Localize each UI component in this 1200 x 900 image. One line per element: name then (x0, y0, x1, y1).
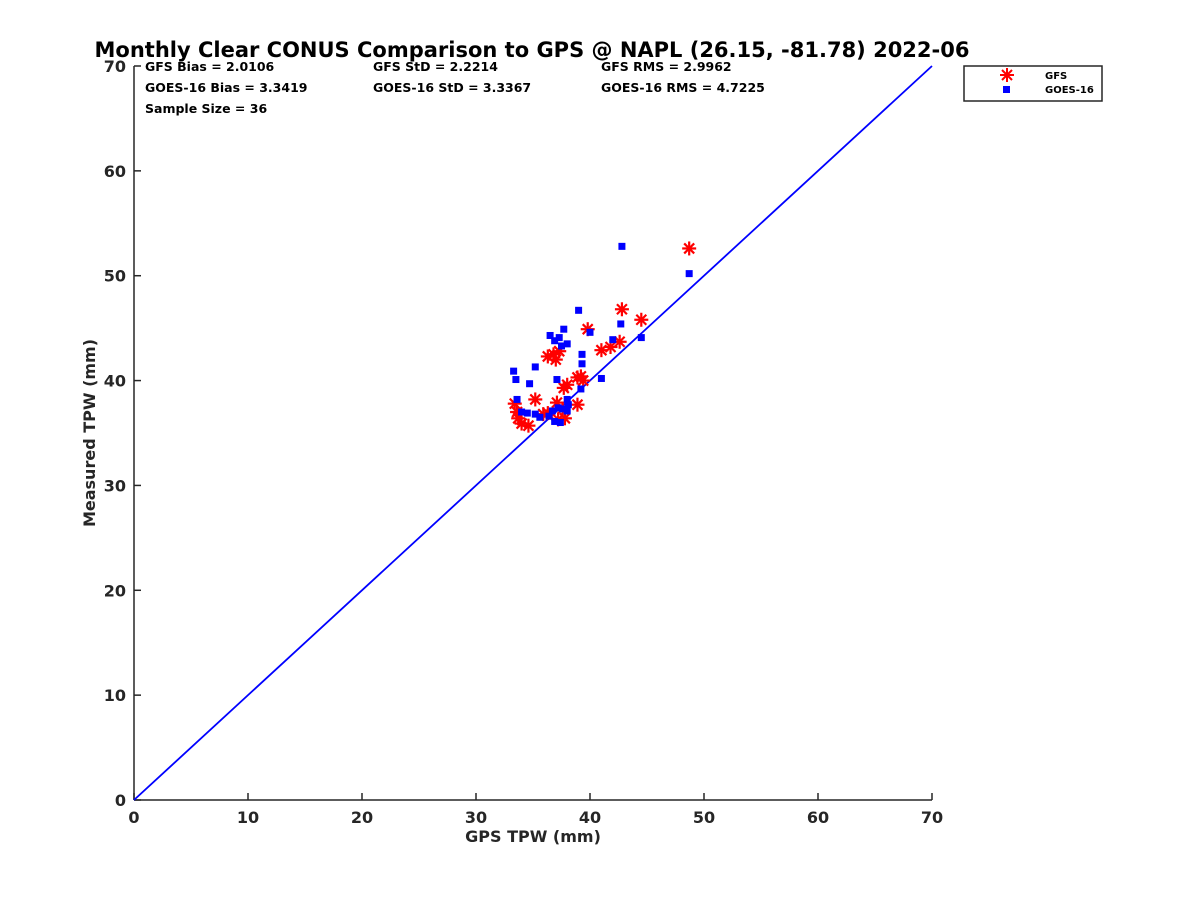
goes16-point (586, 328, 594, 336)
goes16-point (563, 340, 571, 348)
x-tick-label: 20 (351, 808, 373, 827)
data-points (507, 241, 697, 433)
x-tick-label: 70 (921, 808, 943, 827)
legend-label-gfs: GFS (1045, 71, 1067, 82)
goes16-point (551, 337, 559, 345)
x-tick-label: 30 (465, 808, 487, 827)
y-tick-label: 30 (104, 476, 126, 495)
goes16-point (564, 401, 572, 409)
goes16-point (513, 395, 521, 403)
chart-title: Monthly Clear CONUS Comparison to GPS @ … (95, 38, 970, 62)
goes16-point (553, 376, 561, 384)
y-tick-label: 10 (104, 686, 126, 705)
stat-gfs-rms: GFS RMS = 2.9962 (601, 59, 732, 74)
y-tick-label: 20 (104, 581, 126, 600)
goes16-point (609, 336, 617, 344)
goes16-point (551, 417, 559, 425)
goes16-point (546, 331, 554, 339)
goes16-point (578, 350, 586, 358)
stat-goes-rms: GOES-16 RMS = 4.7225 (601, 80, 765, 95)
goes16-point (577, 385, 585, 393)
stat-goes-std: GOES-16 StD = 3.3367 (373, 80, 531, 95)
legend-gfs-asterisk-icon (1000, 68, 1014, 82)
y-axis-label: Measured TPW (mm) (80, 339, 99, 527)
goes16-point (560, 325, 568, 333)
gfs-point (556, 380, 571, 395)
goes16-point (523, 409, 531, 417)
goes16-point (559, 405, 567, 413)
legend-box (963, 65, 1103, 102)
axis-ticks: 0 10 20 30 40 50 60 70 0 10 20 30 40 50 60 70 (104, 57, 943, 827)
gfs-point (634, 312, 649, 327)
goes16-point (531, 410, 539, 418)
gfs-point (682, 241, 697, 256)
goes16-point (575, 306, 583, 314)
x-tick-label: 40 (579, 808, 601, 827)
x-tick-label: 50 (693, 808, 715, 827)
y-tick-label: 60 (104, 162, 126, 181)
x-axis-label: GPS TPW (mm) (465, 827, 601, 846)
goes16-point (563, 407, 571, 415)
reference-line-group (133, 65, 933, 801)
goes16-point (536, 413, 544, 421)
x-tick-label: 60 (807, 808, 829, 827)
goes16-point (531, 363, 539, 371)
goes16-point (617, 320, 625, 328)
y-tick-label: 50 (104, 267, 126, 286)
goes16-point (518, 408, 526, 416)
goes16-point (548, 407, 556, 415)
goes16-point (578, 360, 586, 368)
stat-goes-bias: GOES-16 Bias = 3.3419 (145, 80, 307, 95)
legend-label-goes: GOES-16 (1045, 85, 1094, 96)
one-to-one-line (133, 65, 933, 801)
goes16-point (526, 380, 534, 388)
gfs-point (570, 370, 585, 385)
x-tick-label: 10 (237, 808, 259, 827)
goes16-point (512, 376, 520, 384)
y-tick-label: 40 (104, 372, 126, 391)
goes16-point (597, 374, 605, 382)
goes16-point (618, 242, 626, 250)
stat-gfs-bias: GFS Bias = 2.0106 (145, 59, 275, 74)
legend: GFS GOES-16 (963, 65, 1103, 102)
y-tick-label: 70 (104, 57, 126, 76)
gfs-point (528, 392, 543, 407)
gfs-point (570, 397, 585, 412)
goes16-point (563, 395, 571, 403)
goes16-point (545, 412, 553, 420)
goes16-point (510, 367, 518, 375)
gfs-point (521, 418, 536, 433)
legend-goes-square-icon (1003, 86, 1010, 93)
goes16-point (685, 270, 693, 278)
goes16-point (554, 404, 562, 412)
goes16-point (558, 342, 565, 350)
y-tick-label: 0 (115, 791, 126, 810)
x-tick-label: 0 (128, 808, 139, 827)
stat-sample-size: Sample Size = 36 (145, 101, 267, 116)
stat-gfs-std: GFS StD = 2.2214 (373, 59, 498, 74)
gfs-point (614, 302, 629, 317)
goes16-point (556, 419, 564, 427)
goes16-point (637, 334, 645, 342)
goes16-point (555, 334, 563, 342)
